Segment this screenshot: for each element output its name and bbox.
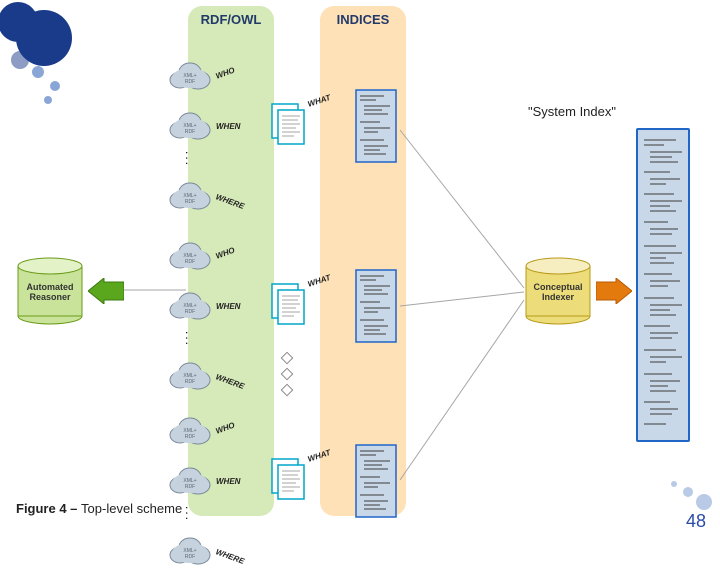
system-index-document: [636, 128, 690, 442]
w-label: WHEN: [216, 477, 240, 486]
w-label: WHEN: [216, 302, 240, 311]
decor-bubbles-top: [0, 0, 90, 110]
svg-text:RDF: RDF: [185, 129, 195, 135]
rdf-cloud-node: XML+ RDF: [168, 360, 212, 390]
decor-bubbles-bottom: [658, 472, 718, 512]
svg-text:RDF: RDF: [185, 379, 195, 385]
indexer-arrow-out: [596, 278, 632, 304]
envelope-doc-stack: [270, 102, 302, 142]
svg-text:RDF: RDF: [185, 309, 195, 315]
vertical-ellipsis-diamonds: [280, 352, 294, 405]
index-document: [354, 443, 398, 524]
svg-text:RDF: RDF: [185, 199, 195, 205]
svg-text:RDF: RDF: [185, 434, 195, 440]
conceptual-indexer-cylinder: Conceptual Indexer: [524, 256, 592, 326]
rdf-cloud-node: XML+ RDF: [168, 465, 212, 495]
page-number: 48: [686, 511, 706, 532]
rdf-cloud-node: XML+ RDF: [168, 110, 212, 140]
rdf-cloud-node: XML+ RDF: [168, 290, 212, 320]
index-document: [354, 268, 398, 349]
envelope-doc-stack: [270, 282, 302, 322]
w-label: WHEN: [216, 122, 240, 131]
figure-caption: Figure 4 – Top-level scheme: [16, 501, 182, 516]
rdf-cloud-node: XML+ RDF: [168, 240, 212, 270]
svg-text:RDF: RDF: [185, 484, 195, 490]
indices-header: INDICES: [320, 12, 406, 27]
rdf-owl-header: RDF/OWL: [188, 12, 274, 27]
system-index-label: "System Index": [528, 104, 616, 119]
w-label: WHERE: [214, 547, 245, 566]
rdf-cloud-node: XML+ RDF: [168, 415, 212, 445]
ellipsis-dots: ...: [183, 331, 197, 347]
svg-text:RDF: RDF: [185, 259, 195, 265]
rdf-cloud-node: XML+ RDF: [168, 60, 212, 90]
envelope-doc-stack: [270, 457, 302, 497]
ellipsis-dots: ...: [183, 151, 197, 167]
svg-text:RDF: RDF: [185, 554, 195, 560]
index-document: [354, 88, 398, 169]
ellipsis-dots: ...: [183, 506, 197, 522]
rdf-cloud-node: XML+ RDF: [168, 180, 212, 210]
reasoner-arrow-in: [88, 278, 124, 304]
automated-reasoner-cylinder: Automated Reasoner: [16, 256, 84, 326]
indices-column-band: [320, 6, 406, 516]
svg-text:RDF: RDF: [185, 79, 195, 85]
